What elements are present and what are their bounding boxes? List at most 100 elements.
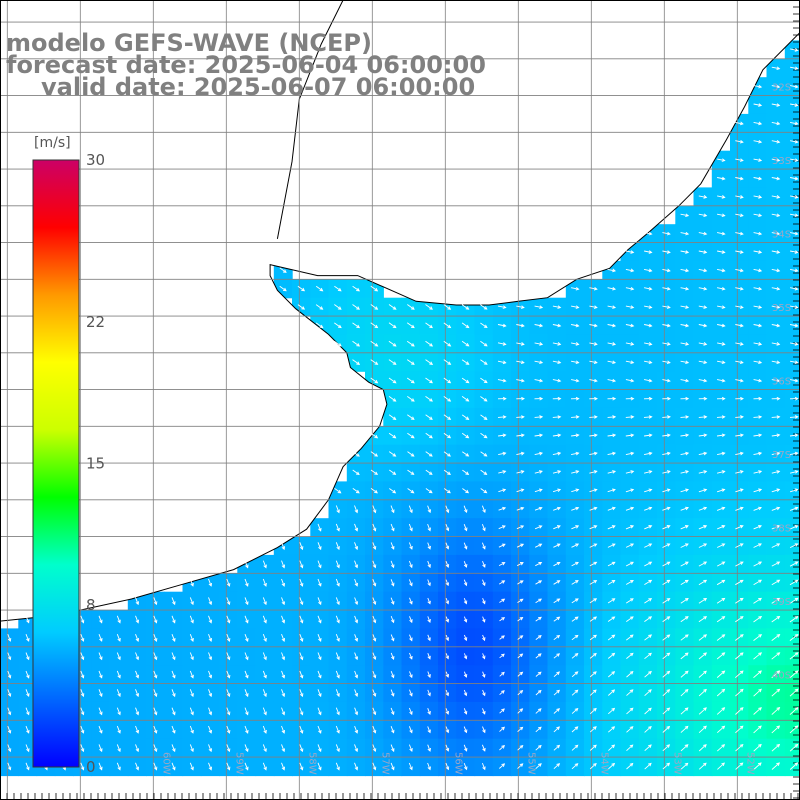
wind-speed-cell (748, 573, 768, 593)
wind-arrow (643, 415, 653, 419)
wind-arrow (153, 707, 158, 716)
wind-arrow (463, 744, 468, 752)
wind-arrow (335, 670, 340, 679)
wind-arrow (335, 634, 340, 642)
wind-arrow (625, 286, 635, 291)
wind-arrow (735, 360, 744, 365)
wind-arrow (662, 543, 671, 548)
wind-speed-cell (784, 371, 800, 391)
wind-arrow (771, 579, 781, 586)
wind-arrow (662, 342, 671, 346)
wind-speed-cell (784, 316, 800, 336)
wind-speed-cell (620, 628, 640, 648)
wind-arrow (589, 707, 597, 715)
wind-speed-cell (711, 573, 731, 593)
wind-speed-cell (784, 297, 800, 317)
wind-speed-cell (529, 683, 549, 703)
wind-arrow (390, 652, 395, 660)
wind-arrow (408, 542, 413, 550)
wind-arrow (735, 268, 744, 273)
wind-arrow (153, 652, 158, 661)
wind-arrow (463, 616, 468, 623)
wind-arrow (589, 561, 598, 567)
wind-arrow (753, 433, 763, 438)
wind-arrow (771, 286, 781, 291)
wind-arrow (735, 579, 744, 586)
wind-arrow (662, 323, 671, 328)
wind-speed-cell (693, 683, 713, 703)
wind-arrow (553, 763, 561, 770)
wind-arrow (698, 744, 707, 752)
wind-arrow (771, 506, 781, 511)
wind-speed-cell (675, 757, 695, 777)
wind-arrow (498, 763, 506, 769)
longitude-label: 54W (598, 752, 609, 775)
wind-arrow (171, 670, 176, 679)
wind-arrow (499, 653, 505, 659)
wind-arrow (463, 598, 468, 605)
wind-arrow (790, 48, 799, 52)
wind-arrow (789, 652, 799, 660)
wind-arrow (589, 415, 598, 419)
wind-arrow (354, 652, 359, 661)
wind-arrow (317, 762, 322, 771)
wind-arrow (335, 615, 340, 624)
wind-speed-cell (784, 665, 800, 685)
wind-arrow (406, 322, 415, 329)
wind-arrow (771, 158, 781, 162)
wind-arrow (553, 726, 560, 733)
wind-arrow (445, 671, 450, 678)
wind-arrow (717, 250, 726, 254)
wind-arrow (98, 652, 103, 661)
wind-arrow (461, 377, 470, 384)
wind-arrow (427, 708, 431, 715)
wind-arrow (481, 744, 486, 752)
wind-arrow (716, 488, 726, 493)
wind-arrow (717, 543, 726, 548)
wind-arrow (771, 323, 781, 328)
wind-arrow (790, 268, 799, 273)
wind-arrow (335, 523, 340, 532)
wind-arrow (208, 597, 213, 606)
wind-arrow (408, 579, 413, 587)
wind-arrow (516, 305, 525, 309)
wind-arrow (244, 615, 249, 624)
wind-arrow (789, 670, 799, 679)
wind-arrow (753, 488, 763, 493)
wind-arrow (226, 670, 231, 679)
wind-arrow (789, 615, 799, 623)
wind-arrow (717, 176, 726, 181)
wind-arrow (608, 744, 616, 751)
wind-arrow (589, 744, 597, 751)
wind-speed-cell (511, 720, 530, 740)
wind-arrow (407, 304, 415, 310)
wind-arrow (425, 414, 433, 420)
wind-arrow (354, 725, 359, 734)
wind-speed-cell (748, 646, 768, 666)
wind-arrow (735, 378, 744, 383)
wind-arrow (680, 415, 690, 419)
wind-arrow (625, 396, 635, 401)
wind-arrow (535, 635, 542, 640)
wind-speed-cell (657, 536, 676, 556)
wind-arrow (427, 597, 431, 605)
longitude-label: 58W (306, 752, 317, 775)
wind-arrow (625, 488, 635, 493)
wind-arrow (463, 634, 468, 642)
wind-arrow (626, 689, 634, 696)
wind-arrow (427, 653, 431, 660)
wind-speed-cell (638, 499, 658, 519)
wind-speed-cell (748, 757, 768, 777)
wind-arrow (571, 580, 579, 585)
wind-speed-cell (748, 536, 768, 556)
wind-arrow (735, 139, 744, 144)
wind-arrow (789, 470, 799, 474)
wind-speed-cell (675, 536, 695, 556)
wind-speed-cell (547, 610, 567, 630)
wind-arrow (589, 652, 597, 659)
wind-arrow (589, 689, 597, 696)
wind-arrow (317, 744, 322, 753)
wind-arrow (753, 707, 762, 715)
wind-speed-cell (638, 738, 658, 758)
wind-arrow (480, 488, 488, 494)
